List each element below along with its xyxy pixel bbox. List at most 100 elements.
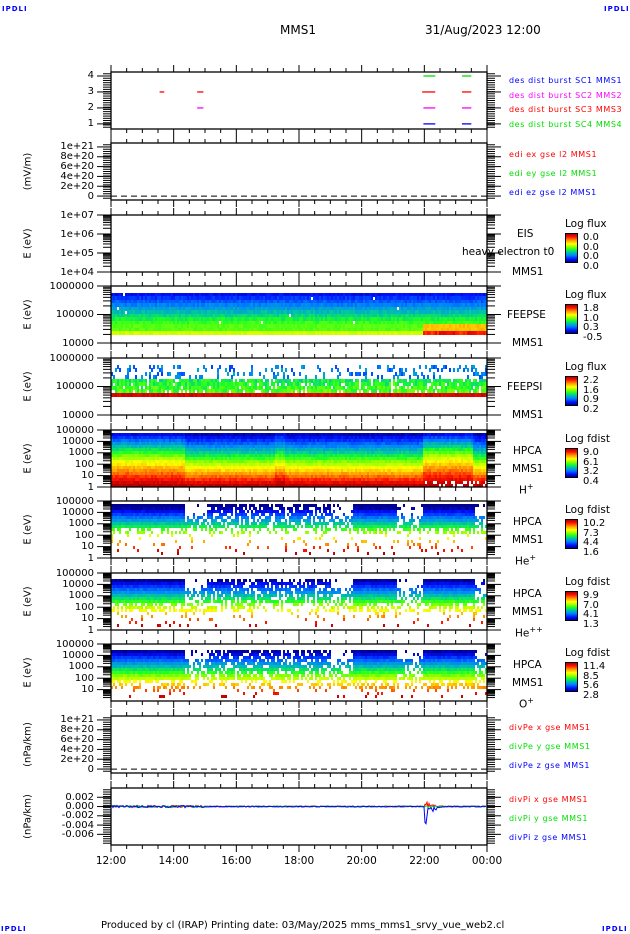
spectrogram-feepse [111,286,487,343]
y-tick-label: 10000 [62,435,94,447]
y-tick-label: 1 [87,552,94,564]
legend-entry: des dist burst SC2 MMS2 [509,90,623,100]
colorbar [565,591,578,621]
y-tick-label: 10 [81,613,94,625]
colorbar-tick-label: 3.2 [583,466,599,477]
y-tick-label: 8e+20 [60,151,94,163]
y-tick-label: 0 [87,763,94,775]
x-tick-label: 16:00 [221,855,252,867]
colorbar-tick-label: 11.4 [583,661,606,672]
y-tick-label: 100 [74,601,94,613]
colorbar-tick-label: 1.6 [583,384,599,396]
y-tick-label: 1000 [68,447,94,459]
y-tick-label: 100000 [55,309,94,320]
y-tick-label: 2 [87,102,94,114]
spacecraft-label: MMS1 [512,337,544,349]
colorbar-tick-label: 10.2 [583,518,606,529]
colorbar-tick-label: 4.1 [583,609,599,620]
colorbar-tick-label: 5.6 [583,680,599,691]
colorbar-title: Log flux [565,218,607,230]
colorbar-tick-label: 0.3 [583,322,599,333]
legend-entry: divPe z gse MMS1 [509,761,591,770]
legend-entry: des dist burst SC3 MMS3 [509,105,623,114]
spacecraft-label: MMS1 [512,534,544,546]
species-label: O+ [519,695,534,711]
y-tick-label: 1000 [68,590,94,602]
y-tick-label: 1 [87,118,94,130]
y-tick-label: 100000 [55,381,94,392]
y-tick-label: 100 [74,458,94,470]
species-symbol: O [519,698,528,711]
y-tick-label: 10000 [62,337,94,349]
y-tick-label: 3 [87,86,94,98]
y-tick-label: 100000 [55,638,94,650]
panel-frame [110,787,488,846]
colorbar-tick-label: -0.5 [583,331,603,343]
legend-entry: divPi x gse MMS1 [509,795,589,804]
colorbar-tick-label: 1.0 [583,312,599,324]
colorbar [565,662,578,692]
colorbar-tick-label: 8.5 [583,670,599,682]
colorbar-tick-label: 0.0 [583,232,599,243]
y-tick-label: 2e+20 [60,180,94,192]
species-symbol: He [515,627,530,640]
legend-entry: des dist burst SC4 MMS4 [509,119,623,129]
spacecraft-label: MMS1 [512,463,544,475]
corner-mark-top-left: IPDLI [2,5,28,13]
legend-entry: divPe x gse MMS1 [509,723,591,732]
colorbar-tick-label: 7.3 [583,527,599,539]
y-tick-label: 8e+20 [60,724,94,736]
colorbar-title: Log fdist [565,647,610,659]
species-charge: ++ [529,625,543,634]
y-tick-label: 10000 [62,649,94,661]
instrument-label: FEEPSE [507,309,546,321]
instrument-label: EIS [517,228,534,240]
corner-mark-bottom-left: IPDLI [1,925,27,933]
instrument-label: HPCA [513,659,542,671]
plot-title-spacecraft: MMS1 [280,23,316,37]
colorbar [565,304,578,334]
colorbar-tick-label: 2.8 [583,689,599,701]
x-tick-label: 12:00 [95,855,127,867]
y-tick-label: 1e+07 [60,209,94,221]
y-tick-label: 10 [81,684,94,696]
spectrogram-heplusplus [111,573,487,630]
y-tick-label: 100 [74,529,94,541]
instrument-label: HPCA [513,588,542,600]
x-tick-label: 18:00 [283,855,315,867]
species-symbol: He [515,555,530,568]
y-tick-label: 0 [87,190,94,202]
corner-mark-top-right: IPDLI [604,5,630,13]
y-tick-label: 10 [81,470,94,482]
instrument-label: FEEPSI [507,381,543,393]
colorbar-title: Log fdist [565,576,610,588]
colorbar-tick-label: 9.9 [583,590,599,601]
colorbar-title: Log flux [565,289,607,301]
spacecraft-label: MMS1 [512,409,544,421]
y-tick-label: 4 [87,70,94,82]
y-tick-label: 10 [81,541,94,553]
colorbar-tick-label: 1.8 [583,303,599,314]
y-tick-label: 100000 [55,424,94,436]
colorbar-tick-label: 7.0 [583,599,599,611]
colorbar-title: Log fdist [565,504,610,516]
spectrogram-heplus [111,501,487,558]
species-charge: + [526,482,534,491]
trace-divpi-z [110,804,487,825]
y-tick-label: 1000000 [49,352,94,364]
footer-credits: Produced by cl (IRAP) Printing date: 03/… [101,920,505,931]
colorbar [565,519,578,549]
species-charge: + [527,696,534,705]
species-symbol: H [519,484,527,497]
colorbar-tick-label: 0.0 [583,260,599,272]
colorbar-tick-label: 9.0 [583,447,599,458]
x-tick-label: 22:00 [409,855,440,867]
y-tick-label: 10000 [62,409,94,421]
